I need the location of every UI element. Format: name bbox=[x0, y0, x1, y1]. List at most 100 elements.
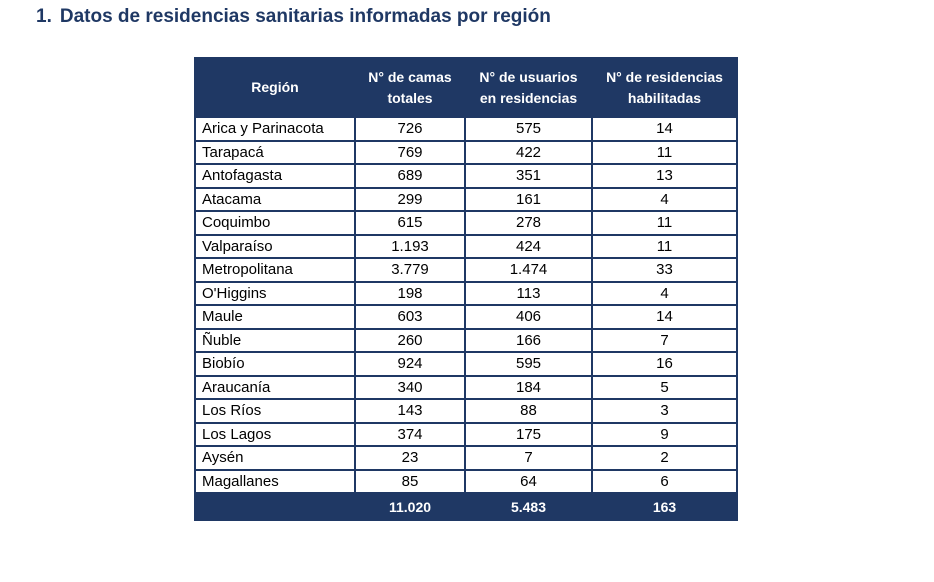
usuarios-cell: 406 bbox=[464, 304, 593, 330]
usuarios-cell: 1.474 bbox=[464, 257, 593, 283]
usuarios-cell: 422 bbox=[464, 139, 593, 165]
table-row: Magallanes 85 64 6 bbox=[194, 468, 738, 494]
header-region: Región bbox=[194, 57, 356, 118]
table-row: Arica y Parinacota 726 575 14 bbox=[194, 116, 738, 142]
usuarios-cell: 278 bbox=[464, 210, 593, 236]
region-cell: Arica y Parinacota bbox=[194, 116, 356, 142]
camas-cell: 340 bbox=[354, 374, 466, 400]
header-residencias-line1: N° de residencias bbox=[606, 68, 723, 85]
table-header-row: Región N° de camas totales N° de usuario… bbox=[194, 57, 738, 118]
table-row: Metropolitana 3.779 1.474 33 bbox=[194, 257, 738, 283]
camas-cell: 3.779 bbox=[354, 257, 466, 283]
usuarios-cell: 184 bbox=[464, 374, 593, 400]
table-row: Tarapacá 769 422 11 bbox=[194, 139, 738, 165]
usuarios-cell: 575 bbox=[464, 116, 593, 142]
residencias-cell: 4 bbox=[591, 280, 738, 306]
header-usuarios-line1: N° de usuarios bbox=[479, 68, 578, 85]
region-cell: Tarapacá bbox=[194, 139, 356, 165]
residencias-cell: 11 bbox=[591, 139, 738, 165]
residencias-cell: 6 bbox=[591, 468, 738, 494]
totals-label bbox=[194, 492, 356, 521]
camas-cell: 85 bbox=[354, 468, 466, 494]
header-camas-line2: totales bbox=[387, 89, 433, 106]
region-cell: Metropolitana bbox=[194, 257, 356, 283]
camas-cell: 198 bbox=[354, 280, 466, 306]
table-row: Los Ríos 143 88 3 bbox=[194, 398, 738, 424]
residencias-cell: 7 bbox=[591, 327, 738, 353]
residencias-cell: 13 bbox=[591, 163, 738, 189]
region-cell: Atacama bbox=[194, 186, 356, 212]
table-row: Aysén 23 7 2 bbox=[194, 445, 738, 471]
table-row: Los Lagos 374 175 9 bbox=[194, 421, 738, 447]
camas-cell: 143 bbox=[354, 398, 466, 424]
usuarios-cell: 351 bbox=[464, 163, 593, 189]
camas-cell: 1.193 bbox=[354, 233, 466, 259]
residencias-cell: 9 bbox=[591, 421, 738, 447]
table-row: Biobío 924 595 16 bbox=[194, 351, 738, 377]
usuarios-cell: 7 bbox=[464, 445, 593, 471]
camas-cell: 769 bbox=[354, 139, 466, 165]
section-number: 1. bbox=[36, 6, 52, 27]
usuarios-cell: 166 bbox=[464, 327, 593, 353]
residencias-cell: 16 bbox=[591, 351, 738, 377]
header-residencias: N° de residencias habilitadas bbox=[591, 57, 738, 118]
page-title: 1. Datos de residencias sanitarias inform… bbox=[36, 6, 551, 28]
usuarios-cell: 424 bbox=[464, 233, 593, 259]
region-cell: Aysén bbox=[194, 445, 356, 471]
region-cell: Araucanía bbox=[194, 374, 356, 400]
region-cell: Antofagasta bbox=[194, 163, 356, 189]
section-title: Datos de residencias sanitarias informad… bbox=[59, 6, 551, 27]
header-usuarios-line2: en residencias bbox=[479, 89, 578, 106]
residencias-cell: 5 bbox=[591, 374, 738, 400]
camas-cell: 603 bbox=[354, 304, 466, 330]
camas-cell: 23 bbox=[354, 445, 466, 471]
residencias-cell: 2 bbox=[591, 445, 738, 471]
total-usuarios: 5.483 bbox=[464, 492, 593, 521]
region-cell: Los Ríos bbox=[194, 398, 356, 424]
camas-cell: 374 bbox=[354, 421, 466, 447]
table-row: Maule 603 406 14 bbox=[194, 304, 738, 330]
usuarios-cell: 175 bbox=[464, 421, 593, 447]
region-cell: Ñuble bbox=[194, 327, 356, 353]
table-row: Ñuble 260 166 7 bbox=[194, 327, 738, 353]
table-row: Atacama 299 161 4 bbox=[194, 186, 738, 212]
residencias-table: Región N° de camas totales N° de usuario… bbox=[194, 57, 738, 521]
region-cell: Maule bbox=[194, 304, 356, 330]
table-row: Valparaíso 1.193 424 11 bbox=[194, 233, 738, 259]
residencias-cell: 11 bbox=[591, 210, 738, 236]
table-row: Antofagasta 689 351 13 bbox=[194, 163, 738, 189]
camas-cell: 689 bbox=[354, 163, 466, 189]
header-camas-line1: N° de camas bbox=[368, 68, 452, 85]
camas-cell: 726 bbox=[354, 116, 466, 142]
region-cell: Coquimbo bbox=[194, 210, 356, 236]
header-usuarios: N° de usuarios en residencias bbox=[464, 57, 593, 118]
region-cell: O'Higgins bbox=[194, 280, 356, 306]
residencias-cell: 14 bbox=[591, 116, 738, 142]
header-residencias-line2: habilitadas bbox=[627, 89, 702, 106]
region-cell: Magallanes bbox=[194, 468, 356, 494]
usuarios-cell: 64 bbox=[464, 468, 593, 494]
total-camas: 11.020 bbox=[354, 492, 466, 521]
region-cell: Biobío bbox=[194, 351, 356, 377]
totals-row: 11.020 5.483 163 bbox=[194, 492, 738, 521]
camas-cell: 924 bbox=[354, 351, 466, 377]
usuarios-cell: 113 bbox=[464, 280, 593, 306]
residencias-cell: 33 bbox=[591, 257, 738, 283]
residencias-cell: 4 bbox=[591, 186, 738, 212]
region-cell: Valparaíso bbox=[194, 233, 356, 259]
table-row: O'Higgins 198 113 4 bbox=[194, 280, 738, 306]
table-body: Arica y Parinacota 726 575 14 Tarapacá 769 422… bbox=[194, 116, 738, 494]
camas-cell: 260 bbox=[354, 327, 466, 353]
residencias-cell: 14 bbox=[591, 304, 738, 330]
table-row: Coquimbo 615 278 11 bbox=[194, 210, 738, 236]
total-residencias: 163 bbox=[591, 492, 738, 521]
usuarios-cell: 161 bbox=[464, 186, 593, 212]
header-camas: N° de camas totales bbox=[354, 57, 466, 118]
region-cell: Los Lagos bbox=[194, 421, 356, 447]
usuarios-cell: 595 bbox=[464, 351, 593, 377]
usuarios-cell: 88 bbox=[464, 398, 593, 424]
residencias-cell: 3 bbox=[591, 398, 738, 424]
residencias-cell: 11 bbox=[591, 233, 738, 259]
table-row: Araucanía 340 184 5 bbox=[194, 374, 738, 400]
camas-cell: 615 bbox=[354, 210, 466, 236]
